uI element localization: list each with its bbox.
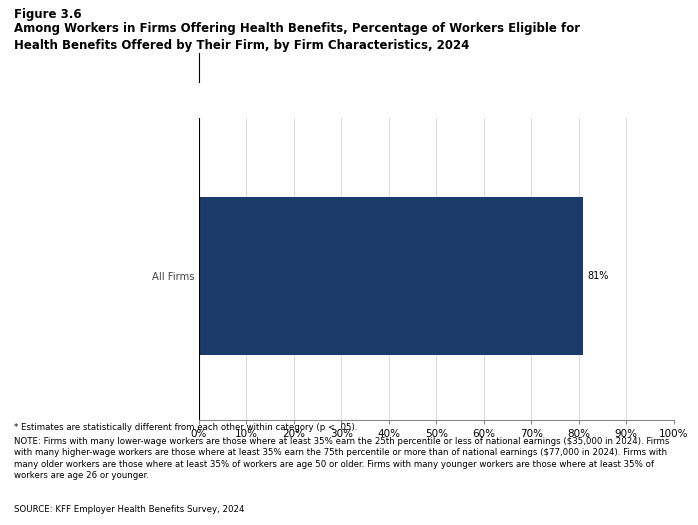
Text: Figure 3.6: Figure 3.6 bbox=[14, 8, 82, 21]
Text: 81%: 81% bbox=[587, 271, 609, 281]
Text: * Estimates are statistically different from each other within category (p < .05: * Estimates are statistically different … bbox=[14, 423, 357, 432]
Text: NOTE: Firms with many lower-wage workers are those where at least 35% earn the 2: NOTE: Firms with many lower-wage workers… bbox=[14, 437, 669, 480]
Text: SOURCE: KFF Employer Health Benefits Survey, 2024: SOURCE: KFF Employer Health Benefits Sur… bbox=[14, 505, 244, 514]
Text: Among Workers in Firms Offering Health Benefits, Percentage of Workers Eligible : Among Workers in Firms Offering Health B… bbox=[14, 22, 580, 51]
Bar bbox=[199, 197, 584, 355]
